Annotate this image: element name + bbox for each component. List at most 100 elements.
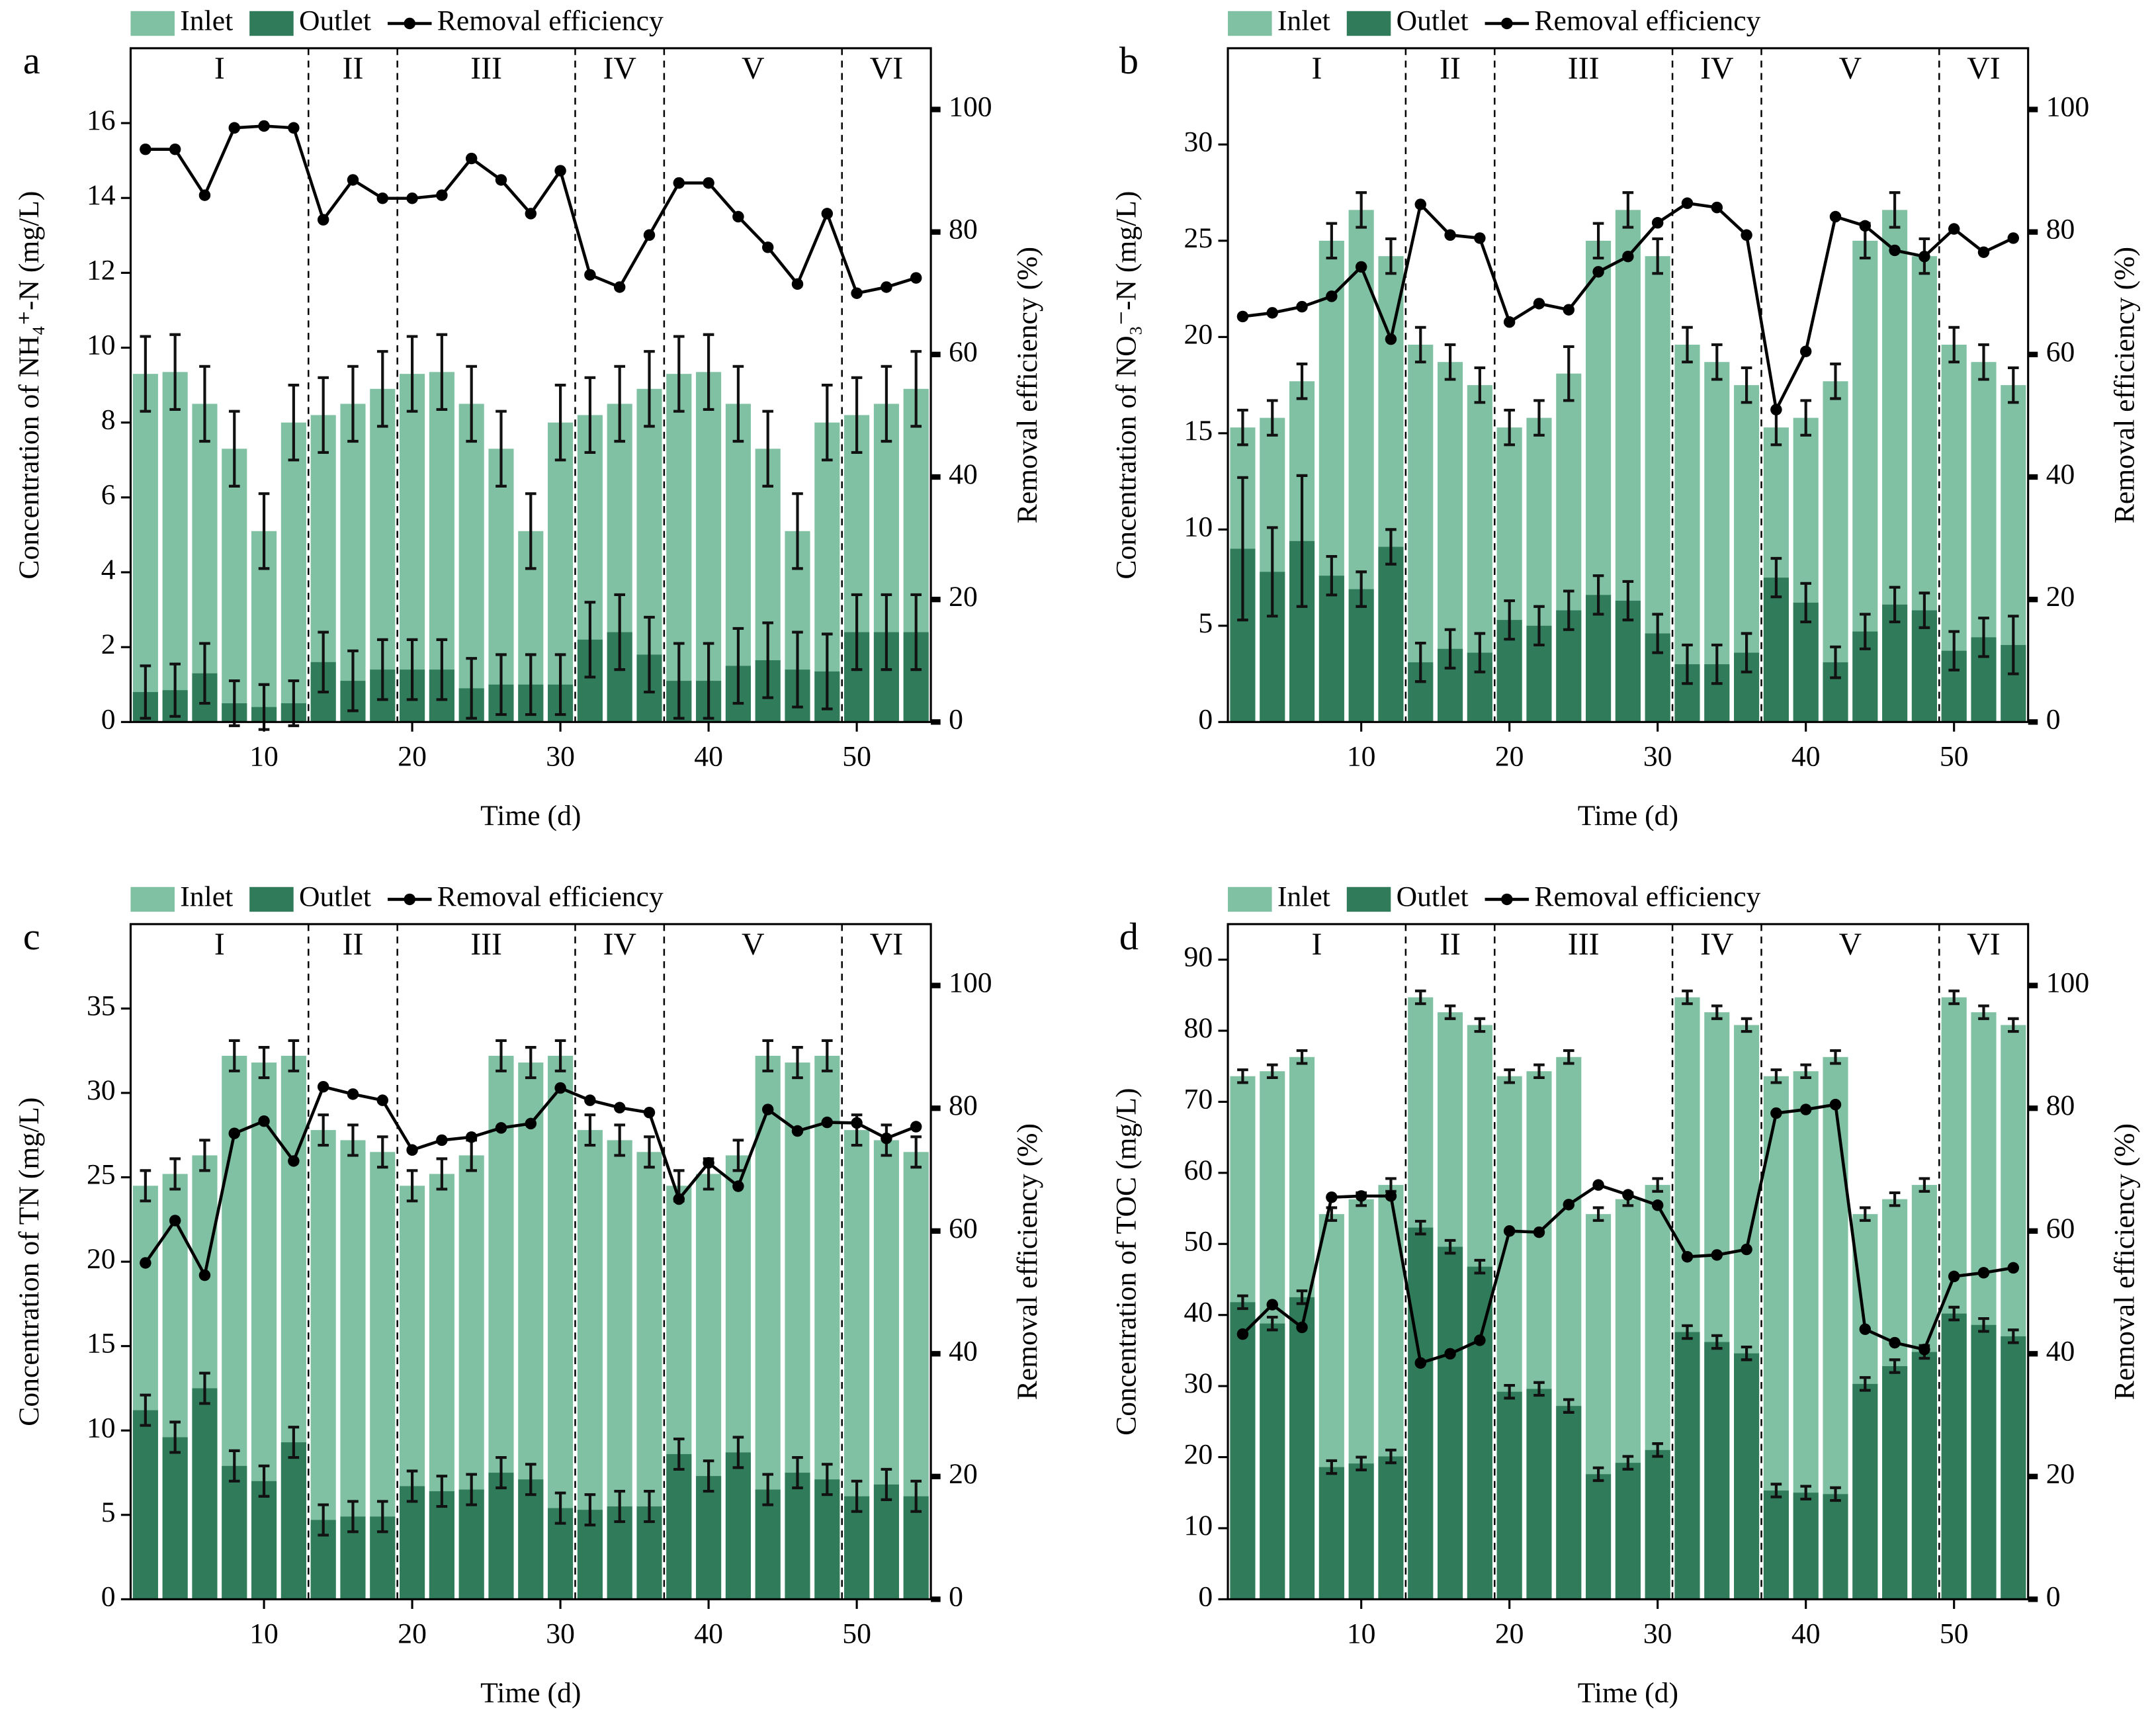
phase-label: II [1440,927,1461,962]
bar [222,1465,247,1600]
legend-marker [1501,893,1513,906]
error-bar [169,662,181,718]
efficiency-point [140,143,151,155]
phase-label: V [1839,51,1862,86]
phase-label: III [1568,927,1600,962]
legend-marker [404,893,415,906]
error-bar [1563,1398,1574,1414]
bar [1378,546,1404,722]
error-bar [910,1135,922,1169]
x-tick-label: 10 [1347,1618,1376,1650]
x-tick-label: 50 [1940,1618,1969,1650]
y2-axis-title: Removal efficiency (%) [1012,1123,1043,1400]
error-bar [1948,630,1960,671]
efficiency-point [584,269,596,281]
phase-label: IV [1700,927,1733,962]
error-bar [1652,237,1664,275]
error-bar [496,1456,507,1490]
error-bar [525,1463,537,1496]
plot-frame [1227,47,2030,723]
error-bar [1711,643,1723,685]
efficiency-point [851,1117,863,1129]
error-bar [1859,1376,1871,1392]
error-bar [1800,1063,1811,1079]
y2-tick-label: 100 [949,967,992,999]
error-bar [406,1169,418,1203]
error-bar [525,492,537,570]
error-bar [1741,1017,1752,1033]
efficiency-point [703,177,714,189]
x-tick-label: 10 [249,1618,279,1650]
error-bar [554,653,566,716]
error-bar [1592,1466,1604,1483]
y-tick-label: 0 [1198,1580,1213,1612]
error-bar [228,1039,240,1072]
error-bar [318,376,329,454]
x-tick-label: 50 [842,740,871,772]
error-bar [1356,570,1367,608]
error-bar [1652,1442,1664,1458]
error-bar [496,410,507,488]
error-bar [673,335,685,413]
y-axis-title: Concentration of TN (mg/L) [13,1098,45,1426]
efficiency-point [436,189,448,201]
error-bar [288,384,300,462]
error-bar [2007,366,2019,404]
error-bar [466,365,477,443]
efficiency-point [821,208,834,220]
bar [1674,1332,1700,1600]
error-bar [1711,1334,1723,1350]
efficiency-point [495,1122,507,1134]
error-bar [1948,325,1960,364]
error-bar [1682,989,1693,1006]
bar [132,1410,158,1600]
y-tick-label: 10 [87,329,116,361]
efficiency-point [1889,244,1901,257]
y-tick-label: 70 [1184,1083,1213,1115]
efficiency-point [228,122,240,134]
error-bar [376,1135,388,1169]
error-bar [228,679,240,728]
x-tick-label: 20 [1495,740,1524,772]
efficiency-point [554,1082,566,1094]
efficiency-point [791,1125,804,1137]
efficiency-point [2007,1262,2020,1274]
error-bar [1533,605,1545,647]
efficiency-point [1533,298,1545,310]
y2-tick-label: 0 [2046,1580,2061,1612]
phase-label: IV [1700,51,1733,86]
error-bar [1504,1068,1515,1084]
bar [222,449,247,722]
y2-tick-label: 60 [949,1213,978,1244]
error-bar [910,593,922,671]
x-tick-label: 40 [1791,1618,1821,1650]
efficiency-point [1859,220,1872,232]
error-bar [821,384,833,462]
error-bar [732,1139,744,1172]
efficiency-point [258,1115,270,1127]
y2-tick-label: 80 [2046,214,2075,245]
y2-tick-label: 60 [2046,336,2075,368]
error-bar [1326,1459,1338,1475]
legend-label: Outlet [1397,5,1469,37]
error-bar [821,1039,833,1072]
error-bar [821,1463,833,1496]
error-bar [376,350,388,428]
error-bar [1652,613,1664,654]
phase-label: III [470,927,502,962]
x-axis-title: Time (d) [480,1677,581,1709]
y-tick-label: 25 [87,1159,116,1191]
phase-label: VI [870,927,903,962]
error-bar [466,657,477,720]
error-bar [1414,325,1426,364]
legend-label: Removal efficiency [437,5,664,37]
efficiency-point [1770,1107,1782,1119]
bar [1348,589,1374,722]
error-bar [140,664,151,720]
error-bar [140,335,151,413]
error-bar [762,621,774,699]
error-bar [910,1479,922,1513]
efficiency-point [347,174,359,186]
